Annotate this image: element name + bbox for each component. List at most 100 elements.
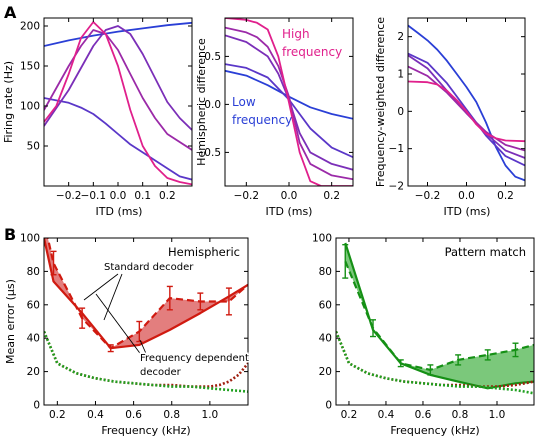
annotation-label: Frequency dependent xyxy=(140,353,249,364)
x-axis-label: Frequency (kHz) xyxy=(101,424,190,437)
annotation-pointer xyxy=(103,273,123,321)
chart-title: Hemispheric xyxy=(168,245,240,259)
y-tick-label: 40 xyxy=(319,333,332,345)
series-line-3 xyxy=(408,65,525,152)
x-tick-label: −0.2 xyxy=(234,190,260,202)
annotation-label: decoder xyxy=(140,367,182,378)
annotation-label: Low xyxy=(232,95,256,109)
y-tick-label: 200 xyxy=(20,21,40,33)
x-tick-label: 1.0 xyxy=(489,409,506,421)
series-line-1 xyxy=(225,63,353,159)
x-tick-label: 0.4 xyxy=(378,409,395,421)
y-tick-label: 0 xyxy=(397,106,404,118)
y-tick-label: 100 xyxy=(20,233,40,245)
y-axis-label: Hemispheric difference xyxy=(195,38,208,166)
hemispheric-difference-chart: −0.2 0.0 0.2 −0.5 0.0 0.5 ITD (ms) Hemispheric … xyxy=(195,17,354,218)
x-tick-label: −0.2 xyxy=(56,190,82,202)
series-line-0 xyxy=(44,21,192,47)
x-tick-label: 0.8 xyxy=(452,409,469,421)
y-tick-label: 40 xyxy=(27,333,40,345)
y-tick-label: 0.5 xyxy=(204,51,221,63)
y-axis-label: Firing rate (Hz) xyxy=(2,61,15,143)
x-tick-label: 0.6 xyxy=(125,409,142,421)
plot-area xyxy=(44,21,192,186)
x-tick-label: −0.1 xyxy=(81,190,107,202)
y-tick-label: 0 xyxy=(325,400,332,412)
y-tick-label: 100 xyxy=(20,101,40,113)
y-tick-label: 60 xyxy=(27,299,40,311)
plot-area xyxy=(408,24,525,182)
y-tick-label: 20 xyxy=(27,366,40,378)
hemispheric-error-chart: 0.2 0.4 0.6 0.8 1.0 0 20 40 60 80 100 Frequency (kH… xyxy=(4,233,251,437)
firing-rate-chart: −0.2 −0.1 0.0 0.1 0.2 50 100 150 200 ITD (ms) Firi… xyxy=(2,17,193,218)
annotation-pointer xyxy=(95,293,143,357)
series-line-2 xyxy=(44,25,192,131)
axes-frame xyxy=(335,237,535,406)
pattern-match-error-chart: 0.2 0.4 0.6 0.8 1.0 0 20 40 60 80 100 Frequency (kH… xyxy=(312,233,535,437)
y-tick-label: 0.0 xyxy=(204,99,221,111)
x-tick-label: 0.8 xyxy=(163,409,180,421)
annotation-pointer xyxy=(83,273,119,301)
annotation-label: Standard decoder xyxy=(104,262,194,273)
y-tick-label: 80 xyxy=(27,266,40,278)
x-tick-label: 0.2 xyxy=(159,190,176,202)
chart-title: Pattern match xyxy=(445,245,526,259)
x-tick-label: 0.2 xyxy=(497,190,514,202)
y-tick-label: −0.5 xyxy=(196,147,222,159)
y-tick-label: 0 xyxy=(33,400,40,412)
x-axis-label: ITD (ms) xyxy=(266,205,313,218)
panel-label-a: A xyxy=(4,3,17,22)
frequency-weighted-difference-chart: −0.2 0.0 0.2 −2 −1 0 1 2 ITD (ms) Frequency-weigh… xyxy=(374,17,526,218)
x-axis-label: ITD (ms) xyxy=(444,205,491,218)
x-tick-label: −0.2 xyxy=(415,190,441,202)
series-line-3 xyxy=(336,331,534,395)
y-tick-label: 150 xyxy=(20,61,40,73)
x-tick-label: 0.2 xyxy=(49,409,66,421)
axes-frame xyxy=(407,17,526,187)
series-line-1 xyxy=(408,52,525,167)
y-tick-label: 100 xyxy=(312,233,332,245)
x-tick-label: 0.0 xyxy=(458,190,475,202)
x-tick-label: 1.0 xyxy=(202,409,219,421)
y-axis-label: Mean error (μs) xyxy=(4,279,17,364)
y-tick-label: −1 xyxy=(389,143,404,155)
shaded-region xyxy=(345,243,534,389)
y-tick-label: 80 xyxy=(319,266,332,278)
annotation-pointer xyxy=(139,339,149,359)
plot-area xyxy=(225,18,353,186)
series-line-4 xyxy=(44,21,192,186)
y-tick-label: 60 xyxy=(319,299,332,311)
y-tick-label: 50 xyxy=(27,141,40,153)
series-line-2 xyxy=(408,54,525,159)
series-line-1 xyxy=(44,97,192,181)
shaded-region xyxy=(44,238,248,349)
x-axis-label: ITD (ms) xyxy=(96,205,143,218)
x-tick-label: 0.6 xyxy=(415,409,432,421)
x-axis-label: Frequency (kHz) xyxy=(390,424,479,437)
panel-label-b: B xyxy=(4,225,16,244)
series-line-4 xyxy=(408,80,525,143)
series-line-4 xyxy=(225,18,353,186)
series-line-0 xyxy=(408,24,525,182)
series-line-1 xyxy=(44,238,248,350)
x-tick-label: 0.0 xyxy=(110,190,127,202)
x-tick-label: 0.2 xyxy=(323,190,340,202)
x-tick-label: 0.1 xyxy=(134,190,151,202)
x-tick-label: 0.2 xyxy=(341,409,358,421)
series-line-3 xyxy=(44,330,248,393)
y-tick-label: 20 xyxy=(319,366,332,378)
annotation-label: High xyxy=(282,27,310,41)
axes-frame xyxy=(43,237,249,406)
series-line-3 xyxy=(44,29,192,151)
y-tick-label: 1 xyxy=(397,69,404,81)
y-axis-label: Frequency-weighted difference xyxy=(374,17,387,187)
annotation-label: frequency xyxy=(232,113,292,127)
x-tick-label: 0.0 xyxy=(281,190,298,202)
series-line-2 xyxy=(44,330,248,388)
y-tick-label: −2 xyxy=(389,181,404,193)
plot-area xyxy=(336,242,534,395)
annotation-label: frequency xyxy=(282,45,342,59)
plot-area xyxy=(44,238,248,393)
x-tick-label: 0.4 xyxy=(87,409,104,421)
